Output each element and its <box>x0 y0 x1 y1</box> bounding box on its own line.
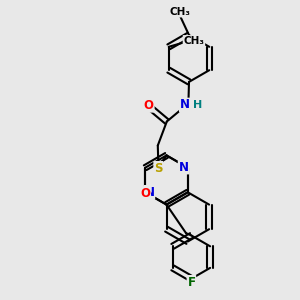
Text: CH₃: CH₃ <box>169 7 190 17</box>
Text: CH₃: CH₃ <box>183 36 204 46</box>
Text: N: N <box>144 186 154 199</box>
Text: O: O <box>144 99 154 112</box>
Text: O: O <box>140 187 150 200</box>
Text: S: S <box>154 162 163 175</box>
Text: F: F <box>188 276 195 289</box>
Text: N: N <box>180 98 190 112</box>
Text: N: N <box>178 160 189 174</box>
Text: H: H <box>194 100 202 110</box>
